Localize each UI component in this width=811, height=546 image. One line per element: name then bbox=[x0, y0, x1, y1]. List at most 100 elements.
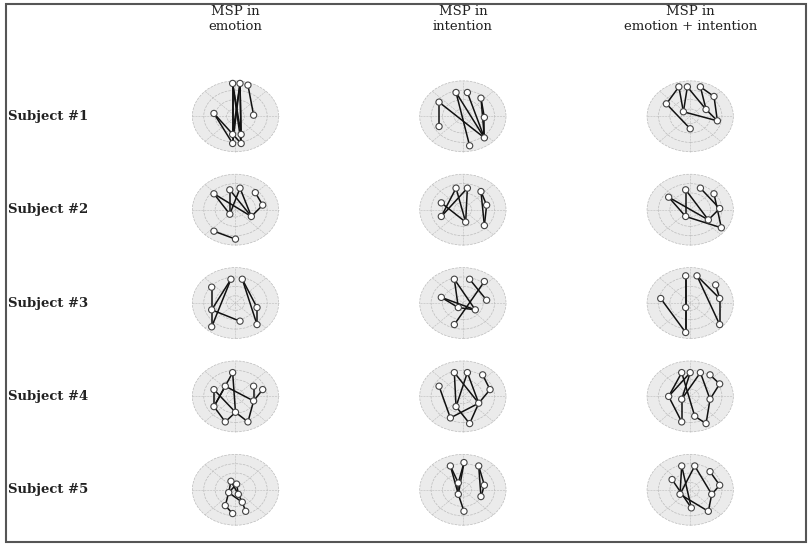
Circle shape bbox=[479, 372, 485, 378]
Circle shape bbox=[461, 508, 466, 514]
Circle shape bbox=[228, 276, 234, 282]
Text: Subject #1: Subject #1 bbox=[7, 110, 88, 123]
Circle shape bbox=[232, 409, 238, 416]
Circle shape bbox=[706, 396, 712, 402]
Circle shape bbox=[477, 188, 483, 195]
Text: Subject #4: Subject #4 bbox=[7, 390, 88, 403]
Circle shape bbox=[235, 491, 241, 497]
Circle shape bbox=[706, 468, 712, 475]
Circle shape bbox=[697, 84, 702, 90]
Circle shape bbox=[237, 80, 242, 87]
Circle shape bbox=[481, 114, 487, 121]
Circle shape bbox=[477, 494, 483, 500]
Circle shape bbox=[475, 400, 481, 406]
Circle shape bbox=[239, 276, 245, 282]
Circle shape bbox=[684, 84, 689, 90]
Circle shape bbox=[453, 90, 458, 96]
Circle shape bbox=[714, 118, 719, 124]
Circle shape bbox=[466, 276, 472, 282]
Text: Subject #5: Subject #5 bbox=[7, 483, 88, 496]
Circle shape bbox=[238, 140, 244, 147]
Circle shape bbox=[451, 276, 457, 282]
Circle shape bbox=[436, 383, 442, 389]
Text: Subject #3: Subject #3 bbox=[8, 296, 88, 310]
Circle shape bbox=[222, 419, 228, 425]
Circle shape bbox=[238, 131, 244, 138]
Circle shape bbox=[693, 272, 699, 279]
Ellipse shape bbox=[646, 454, 732, 525]
Circle shape bbox=[232, 236, 238, 242]
Circle shape bbox=[208, 307, 215, 313]
Circle shape bbox=[710, 191, 716, 197]
Circle shape bbox=[710, 93, 716, 99]
Circle shape bbox=[461, 459, 466, 466]
Ellipse shape bbox=[646, 268, 732, 339]
Circle shape bbox=[481, 222, 487, 229]
Circle shape bbox=[691, 413, 697, 419]
Circle shape bbox=[260, 202, 265, 208]
Circle shape bbox=[455, 305, 461, 311]
Circle shape bbox=[682, 305, 688, 311]
Circle shape bbox=[678, 370, 684, 376]
Circle shape bbox=[715, 482, 722, 488]
Circle shape bbox=[211, 191, 217, 197]
Ellipse shape bbox=[419, 454, 505, 525]
Circle shape bbox=[250, 112, 256, 118]
Circle shape bbox=[239, 499, 245, 506]
Circle shape bbox=[682, 272, 688, 279]
Circle shape bbox=[481, 135, 487, 141]
Circle shape bbox=[211, 228, 217, 234]
Ellipse shape bbox=[646, 81, 732, 152]
Circle shape bbox=[481, 482, 487, 488]
Circle shape bbox=[675, 84, 681, 90]
Circle shape bbox=[453, 403, 458, 410]
Circle shape bbox=[230, 511, 235, 517]
Circle shape bbox=[680, 109, 685, 115]
Ellipse shape bbox=[419, 174, 505, 245]
Circle shape bbox=[487, 387, 492, 393]
Circle shape bbox=[682, 329, 688, 336]
Circle shape bbox=[706, 372, 712, 378]
Circle shape bbox=[447, 463, 453, 469]
Text: MSP in
emotion: MSP in emotion bbox=[208, 5, 262, 33]
Circle shape bbox=[211, 387, 217, 393]
Circle shape bbox=[225, 489, 231, 496]
Circle shape bbox=[697, 185, 702, 191]
Circle shape bbox=[252, 189, 258, 196]
Circle shape bbox=[455, 491, 461, 497]
Circle shape bbox=[248, 213, 254, 219]
Circle shape bbox=[438, 213, 444, 219]
Circle shape bbox=[250, 383, 256, 389]
Ellipse shape bbox=[419, 361, 505, 432]
Circle shape bbox=[237, 318, 242, 324]
Circle shape bbox=[436, 123, 442, 129]
Ellipse shape bbox=[192, 454, 278, 525]
Circle shape bbox=[686, 370, 693, 376]
Circle shape bbox=[715, 295, 722, 301]
Circle shape bbox=[702, 420, 708, 427]
Circle shape bbox=[208, 324, 215, 330]
Circle shape bbox=[462, 219, 468, 225]
Circle shape bbox=[436, 99, 442, 105]
Circle shape bbox=[718, 224, 723, 231]
Circle shape bbox=[704, 217, 710, 223]
Circle shape bbox=[483, 202, 489, 208]
Circle shape bbox=[697, 370, 702, 376]
Circle shape bbox=[708, 491, 714, 497]
Circle shape bbox=[226, 187, 233, 193]
Circle shape bbox=[250, 398, 256, 404]
Ellipse shape bbox=[192, 174, 278, 245]
Ellipse shape bbox=[192, 268, 278, 339]
Circle shape bbox=[466, 420, 472, 427]
Circle shape bbox=[466, 143, 472, 149]
Circle shape bbox=[222, 502, 228, 509]
Circle shape bbox=[475, 463, 481, 469]
Ellipse shape bbox=[646, 361, 732, 432]
Circle shape bbox=[464, 370, 470, 376]
Circle shape bbox=[715, 322, 722, 328]
Circle shape bbox=[438, 294, 444, 300]
Circle shape bbox=[211, 403, 217, 410]
Circle shape bbox=[686, 126, 693, 132]
Circle shape bbox=[226, 211, 233, 217]
Circle shape bbox=[704, 508, 710, 514]
